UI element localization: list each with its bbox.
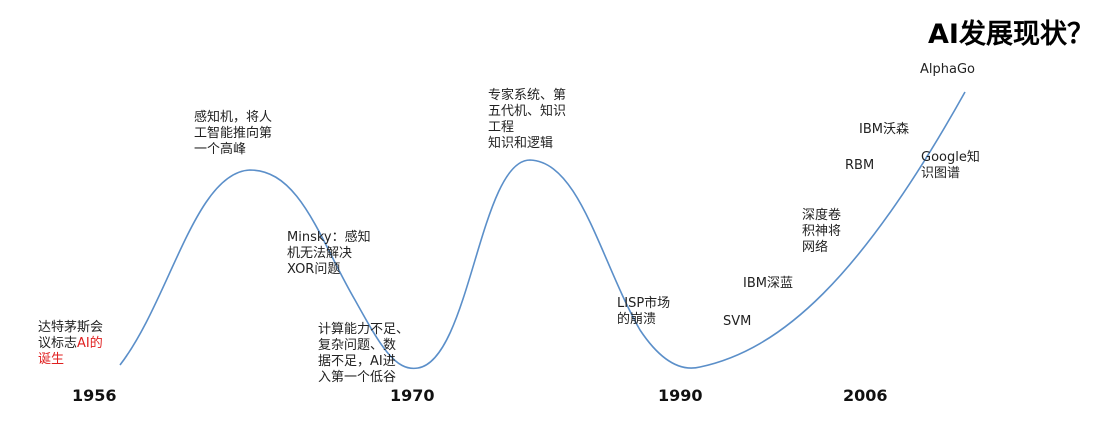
annotation-lisp-collapse: LISP市场 的崩溃 [617, 296, 671, 327]
annotation-dartmouth-text: 达特茅斯会 议标志 [38, 320, 104, 351]
year-label-1956: 1956 [72, 386, 117, 405]
annotation-google-knowledge-graph: Google知 识图谱 [921, 150, 980, 181]
year-label-1970: 1970 [390, 386, 435, 405]
annotation-dartmouth: 达特茅斯会 议标志AI的 诞生 [38, 320, 103, 368]
annotation-minsky: Minsky：感知 机无法解决 XOR问题 [287, 230, 371, 277]
ai-history-curve [119, 91, 966, 370]
year-label-2006: 2006 [843, 386, 888, 405]
annotation-alphago: AlphaGo [920, 62, 975, 77]
annotation-expert-systems: 专家系统、第 五代机、知识 工程 知识和逻辑 [488, 88, 567, 151]
year-label-1990: 1990 [658, 386, 703, 405]
annotation-svm: SVM [723, 314, 752, 329]
annotation-compute-shortage: 计算能力不足、 复杂问题、数 据不足，AI进 入第一个低谷 [318, 322, 410, 385]
page-title: AI发展现状？ [928, 19, 1094, 50]
annotation-ibm-deep-blue: IBM深蓝 [743, 276, 793, 291]
annotation-perceptron: 感知机，将人 工智能推向第 一个高峰 [194, 110, 273, 157]
annotation-rbm: RBM [845, 158, 875, 173]
annotation-dartmouth-ai: AI的 [77, 336, 103, 351]
annotation-deep-cnn: 深度卷 积神将 网络 [802, 208, 842, 255]
annotation-ibm-watson: IBM沃森 [859, 122, 909, 137]
annotation-dartmouth-birth: 诞生 [38, 352, 65, 367]
